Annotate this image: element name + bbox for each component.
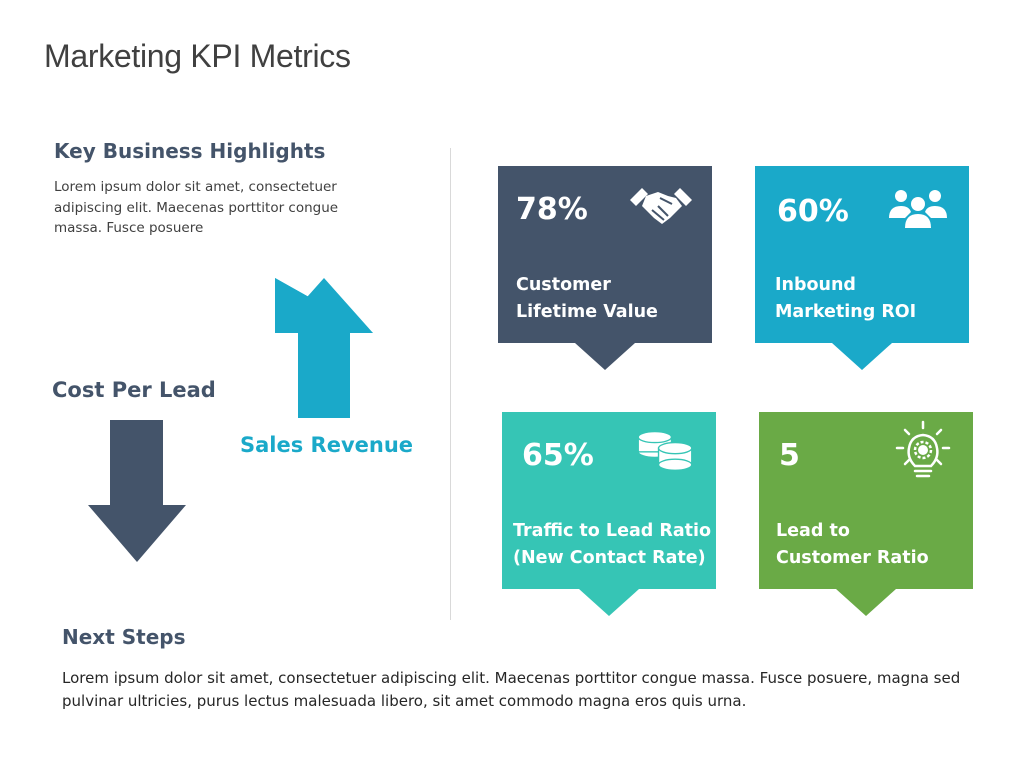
cost-per-lead-label: Cost Per Lead bbox=[52, 378, 216, 402]
kpi-label: Traffic to Lead Ratio (New Contact Rate) bbox=[513, 518, 711, 572]
kpi-value: 60% bbox=[777, 194, 849, 229]
kpi-label-line1: Traffic to Lead Ratio bbox=[513, 521, 712, 541]
kpi-label-line1: Customer bbox=[516, 275, 611, 295]
kpi-value: 78% bbox=[516, 192, 588, 227]
key-highlights-heading: Key Business Highlights bbox=[54, 139, 326, 163]
kpi-card-inbound-marketing-roi: 60% Inbound Marketing ROI bbox=[755, 166, 969, 370]
kpi-label: Inbound Marketing ROI bbox=[775, 272, 916, 326]
kpi-label: Customer Lifetime Value bbox=[516, 272, 658, 326]
kpi-label-line2: Customer Ratio bbox=[776, 548, 929, 568]
kpi-card-traffic-to-lead-ratio: 65% Traffic to Lead Ratio (New Contact Ra… bbox=[502, 412, 716, 616]
people-group-icon bbox=[889, 190, 947, 228]
coins-icon bbox=[637, 430, 693, 471]
kpi-value: 65% bbox=[522, 438, 594, 473]
kpi-card-lead-to-customer-ratio: 5 Lead to Customer Ratio bbox=[759, 412, 973, 616]
kpi-label-line1: Lead to bbox=[776, 521, 850, 541]
kpi-value: 5 bbox=[779, 438, 800, 473]
sales-revenue-label: Sales Revenue bbox=[240, 433, 414, 457]
kpi-label-line1: Inbound bbox=[775, 275, 856, 295]
down-arrow bbox=[88, 420, 186, 562]
lightbulb-gear-icon bbox=[895, 420, 951, 478]
kpi-label: Lead to Customer Ratio bbox=[776, 518, 929, 572]
key-highlights-text: Lorem ipsum dolor sit amet, consectetuer… bbox=[54, 179, 339, 236]
handshake-icon bbox=[630, 188, 692, 224]
up-arrow-shape bbox=[275, 278, 373, 418]
kpi-label-line2: (New Contact Rate) bbox=[513, 548, 706, 568]
kpi-label-line2: Lifetime Value bbox=[516, 302, 658, 322]
slide-title: Marketing KPI Metrics bbox=[44, 38, 351, 74]
kpi-card-customer-lifetime-value: 78% Customer Lifetime Value bbox=[498, 166, 712, 370]
next-steps-heading: Next Steps bbox=[62, 625, 186, 649]
divider bbox=[450, 148, 451, 620]
kpi-label-line2: Marketing ROI bbox=[775, 302, 917, 322]
next-steps-text: Lorem ipsum dolor sit amet, consectetuer… bbox=[62, 669, 961, 710]
